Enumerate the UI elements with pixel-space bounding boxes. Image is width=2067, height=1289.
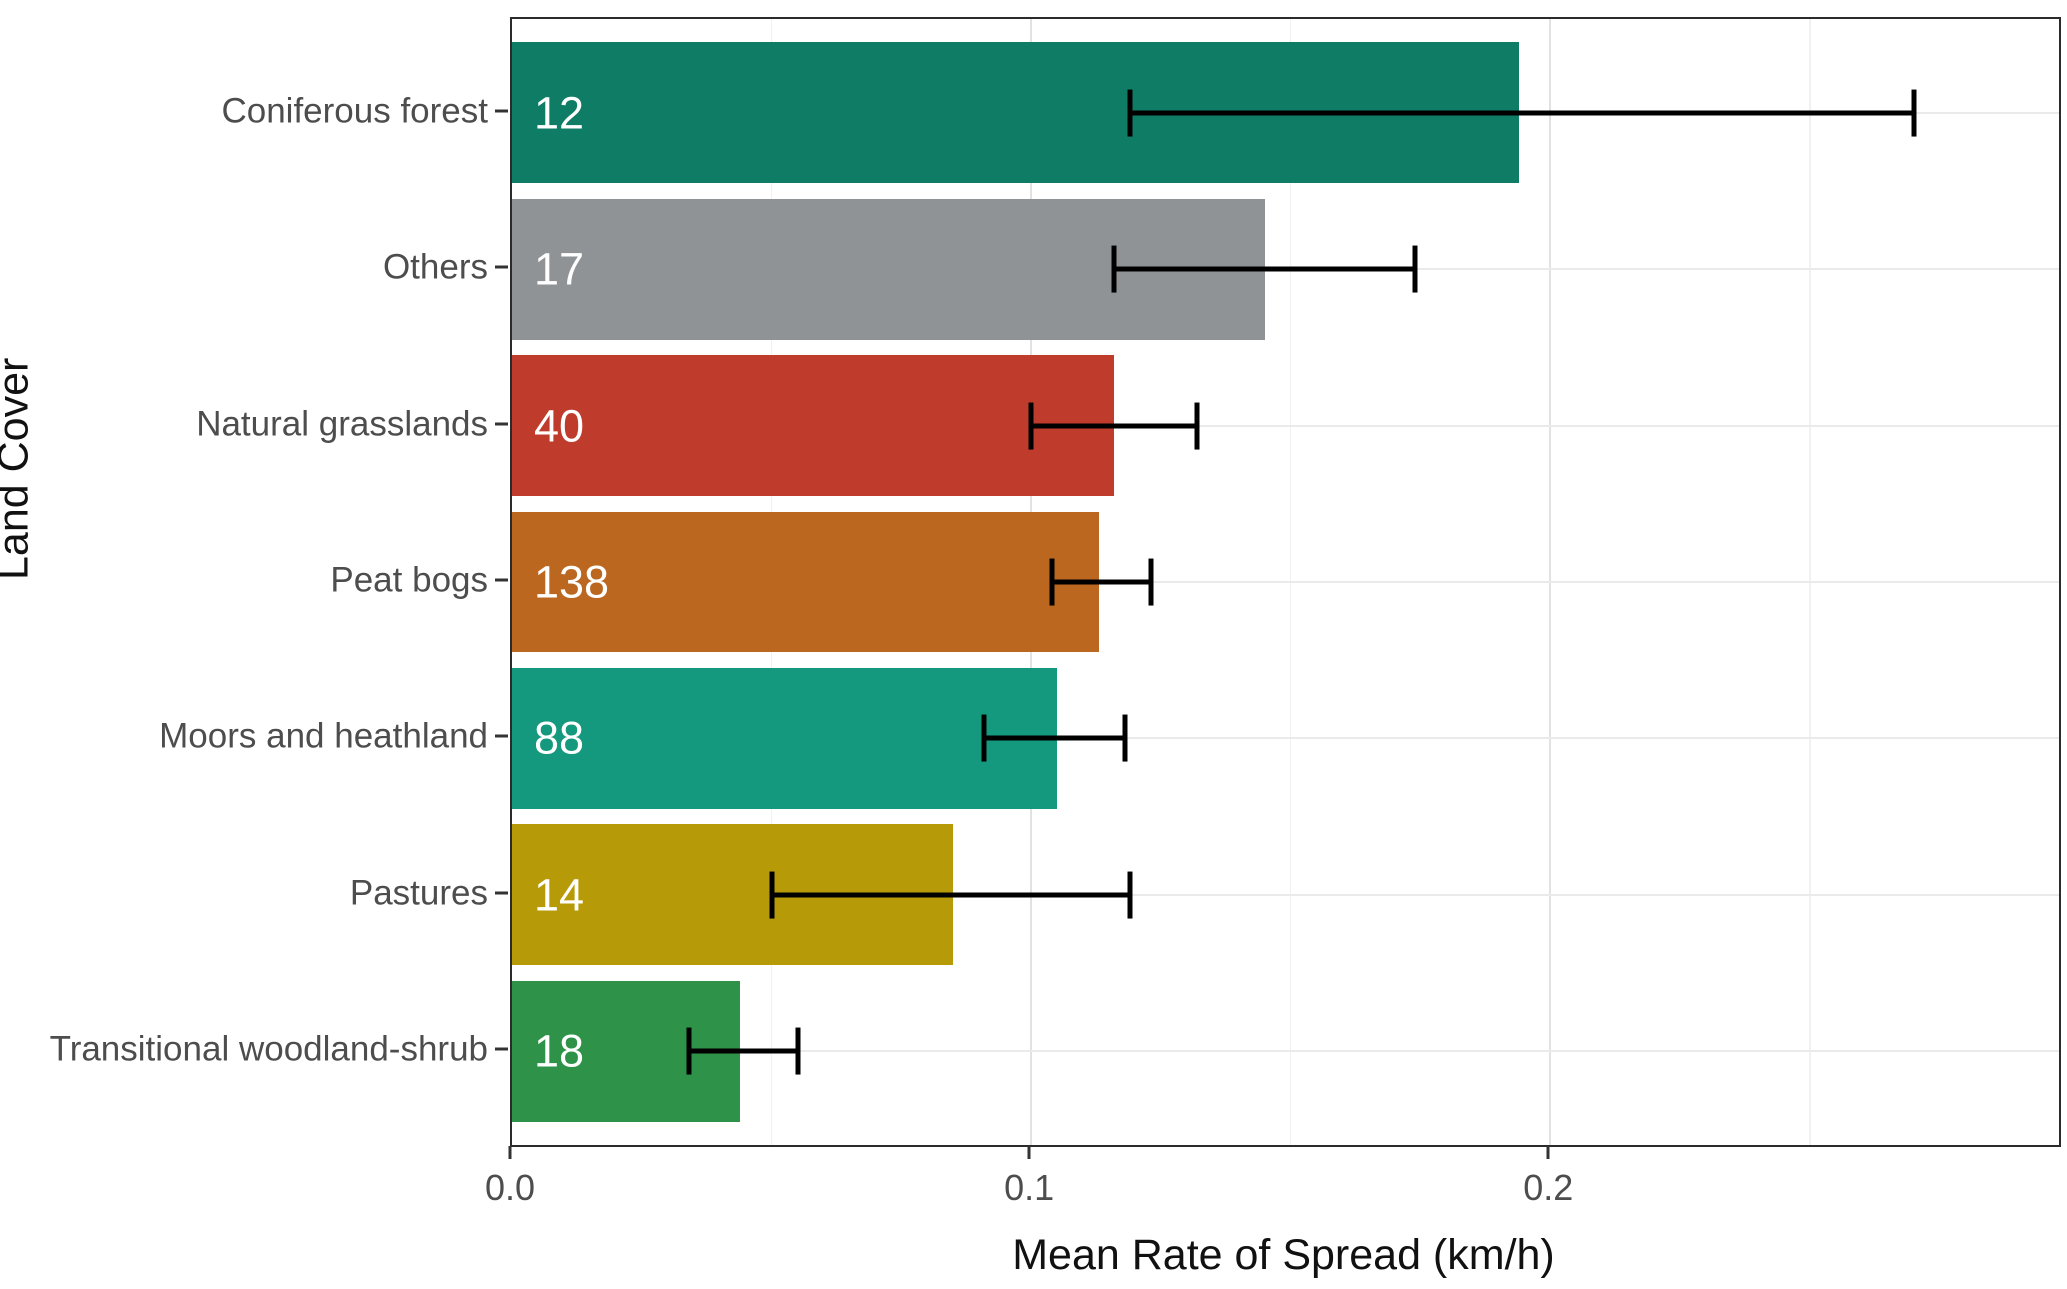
y-major-gridline bbox=[512, 737, 2059, 740]
y-tick-mark bbox=[495, 422, 508, 426]
y-tick-label: Pastures bbox=[349, 873, 488, 913]
error-bar-cap bbox=[1111, 245, 1117, 293]
x-tick-mark bbox=[1546, 1146, 1550, 1159]
x-tick-mark bbox=[1027, 1146, 1031, 1159]
plot-panel: 12 17 40 138 88 14 18 bbox=[510, 17, 2061, 1147]
y-major-gridline bbox=[512, 581, 2059, 583]
x-axis-title: Mean Rate of Spread (km/h) bbox=[1012, 1231, 1555, 1279]
bar-count-label: 138 bbox=[534, 556, 610, 608]
y-axis-title: Land Cover bbox=[0, 357, 38, 580]
x-tick-label: 0.2 bbox=[1523, 1167, 1574, 1208]
error-bar-cap bbox=[1049, 558, 1055, 606]
error-bar-cap bbox=[1412, 245, 1418, 293]
error-bar-cap bbox=[795, 1027, 801, 1075]
y-tick-label: Transitional woodland-shrub bbox=[49, 1029, 488, 1069]
error-bar-cap bbox=[1194, 402, 1200, 450]
error-bar bbox=[1129, 110, 1914, 116]
y-tick-label: Coniferous forest bbox=[221, 91, 488, 131]
y-major-gridline bbox=[512, 424, 2059, 427]
y-tick-label: Peat bogs bbox=[330, 560, 488, 600]
y-tick-mark bbox=[495, 265, 508, 269]
bar-count-label: 14 bbox=[534, 869, 585, 921]
y-tick-label: Moors and heathland bbox=[159, 716, 488, 756]
y-tick-label: Natural grasslands bbox=[196, 404, 488, 444]
y-major-gridline bbox=[512, 1050, 2059, 1053]
error-bar-cap bbox=[1148, 558, 1154, 606]
error-bar-cap bbox=[769, 871, 775, 919]
error-bar bbox=[1114, 266, 1416, 272]
bar-count-label: 40 bbox=[534, 400, 585, 452]
y-tick-label: Others bbox=[382, 247, 488, 287]
y-major-gridline bbox=[512, 893, 2059, 896]
y-tick-mark bbox=[495, 734, 508, 738]
bar bbox=[512, 668, 1058, 809]
error-bar-cap bbox=[1127, 871, 1133, 919]
bar-count-label: 18 bbox=[534, 1025, 585, 1077]
y-tick-mark bbox=[495, 1047, 508, 1051]
y-tick-mark bbox=[495, 891, 508, 895]
bar bbox=[512, 355, 1115, 496]
x-tick-label: 0.1 bbox=[1004, 1167, 1055, 1208]
error-bar-cap bbox=[686, 1027, 691, 1075]
bar-count-label: 12 bbox=[534, 87, 585, 139]
error-bar-cap bbox=[981, 714, 987, 762]
bar-count-label: 88 bbox=[534, 712, 585, 764]
error-bar-cap bbox=[1122, 714, 1128, 762]
error-bar bbox=[984, 735, 1125, 741]
error-bar-cap bbox=[1127, 89, 1133, 137]
error-bar-cap bbox=[1911, 89, 1917, 137]
error-bar bbox=[1031, 423, 1198, 429]
y-tick-mark bbox=[495, 578, 508, 582]
error-bar bbox=[771, 892, 1130, 898]
error-bar bbox=[1051, 579, 1151, 585]
error-bar-cap bbox=[1028, 402, 1034, 450]
x-tick-label: 0.0 bbox=[484, 1167, 536, 1208]
error-bar bbox=[688, 1048, 798, 1054]
bar bbox=[512, 511, 1099, 653]
y-tick-mark bbox=[495, 109, 508, 113]
bar-count-label: 17 bbox=[534, 243, 585, 295]
x-tick-mark bbox=[508, 1146, 512, 1159]
